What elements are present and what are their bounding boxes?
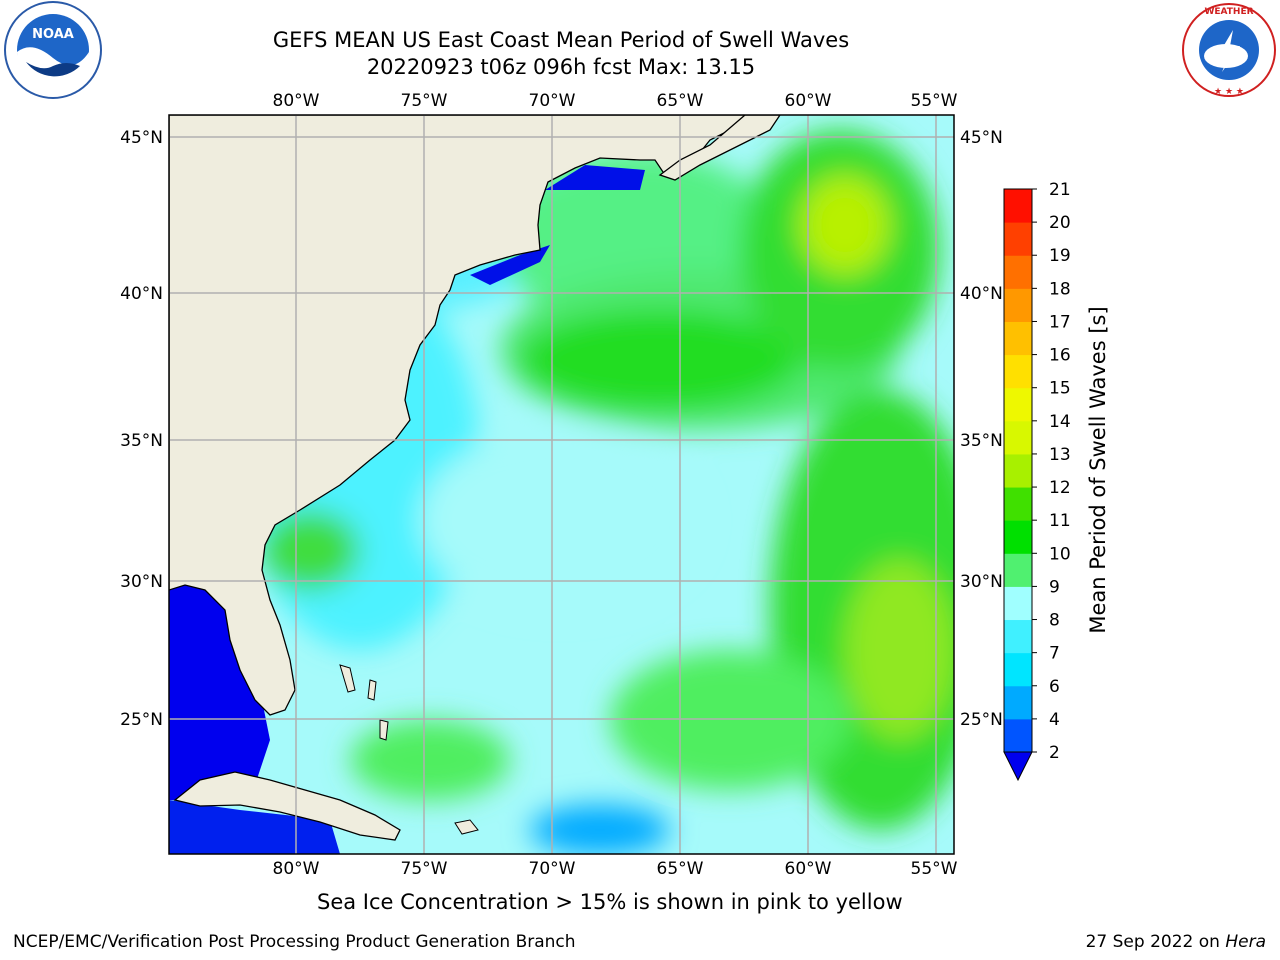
caribbean-low-period (169, 800, 340, 854)
colorbar-tick-label: 4 (1049, 710, 1060, 730)
colorbar-segment (1004, 387, 1032, 422)
colorbar-tick-label: 18 (1049, 279, 1071, 299)
lat-label-left: 30°N (120, 572, 163, 592)
colorbar-segment (1004, 453, 1032, 488)
gulf-of-maine-low-period (545, 165, 645, 190)
colorbar-label: Mean Period of Swell Waves [s] (1086, 306, 1110, 634)
svg-text:WEATHER: WEATHER (1204, 7, 1253, 17)
colorbar-tick-label: 16 (1049, 346, 1071, 366)
colorbar-tick-label: 6 (1049, 677, 1060, 697)
us-land (169, 115, 746, 716)
colorbar-segment (1004, 652, 1032, 687)
map-area (169, 115, 954, 854)
colorbar-tick-label: 14 (1049, 412, 1071, 432)
lon-label-bottom: 80°W (273, 859, 320, 879)
colorbar-extend-arrow (1003, 751, 1033, 782)
lon-label-top: 80°W (273, 91, 320, 111)
chart-title: GEFS MEAN US East Coast Mean Period of S… (272, 28, 850, 52)
lat-label-right: 45°N (960, 128, 1003, 148)
bahamas-land (339, 664, 389, 741)
lon-label-top: 60°W (785, 91, 832, 111)
lat-label-right: 40°N (960, 284, 1003, 304)
colorbar-segment (1004, 619, 1032, 654)
lon-label-top: 55°W (911, 91, 958, 111)
lon-label-bottom: 60°W (785, 859, 832, 879)
colorbar-frame (1003, 188, 1033, 753)
sea-ice-note: Sea Ice Concentration > 15% is shown in … (317, 890, 903, 914)
lon-label-top: 75°W (401, 91, 448, 111)
colorbar-tick-label: 21 (1049, 180, 1071, 200)
colorbar-segment (1004, 222, 1032, 256)
colorbar-tick-label: 7 (1049, 644, 1060, 664)
colorbar-segment (1004, 718, 1032, 753)
colorbar-tick-label: 19 (1049, 246, 1071, 266)
colorbar-tick-label: 10 (1049, 544, 1071, 564)
hispaniola-land (454, 819, 479, 835)
map-frame (168, 114, 955, 855)
lon-label-bottom: 55°W (911, 859, 958, 879)
colorbar-segment (1004, 487, 1032, 521)
lat-label-left: 25°N (120, 710, 163, 730)
footer-date: 27 Sep 2022 on Hera (1086, 932, 1266, 952)
chart-subtitle: 20220923 t06z 096h fcst Max: 13.15 (366, 55, 756, 79)
lat-label-left: 40°N (120, 284, 163, 304)
colorbar-tick-label: 11 (1049, 511, 1071, 531)
canada-land (658, 115, 781, 181)
lat-label-right: 30°N (960, 572, 1003, 592)
colorbar: 2 4 6 7 8 9 10 11 12 13 14 15 16 17 18 19 20 21 (1003, 180, 1071, 782)
lon-label-top: 70°W (529, 91, 576, 111)
colorbar-segment (1004, 586, 1032, 621)
footer-credit: NCEP/EMC/Verification Post Processing Pr… (13, 932, 576, 952)
footer-date-text: 27 Sep 2022 on (1085, 932, 1226, 952)
colorbar-segment (1004, 288, 1032, 322)
colorbar-tick-label: 13 (1049, 445, 1071, 465)
colorbar-segment (1004, 685, 1032, 720)
colorbar-tick-label: 15 (1049, 379, 1071, 399)
lon-label-top: 65°W (657, 91, 704, 111)
lat-label-right: 35°N (960, 431, 1003, 451)
lat-label-left: 35°N (120, 431, 163, 451)
colorbar-segment (1004, 354, 1032, 389)
colorbar-tick-label: 20 (1049, 213, 1071, 233)
footer-host: Hera (1225, 932, 1266, 952)
colorbar-tick-label: 17 (1049, 312, 1071, 332)
colorbar-tick-label: 2 (1049, 743, 1060, 763)
colorbar-segment (1004, 255, 1032, 289)
graticule (169, 115, 954, 854)
noaa-logo: NOAA (4, 1, 102, 99)
colorbar-tick-label: 9 (1049, 577, 1060, 597)
colorbar-segment (1004, 553, 1032, 587)
lat-label-right: 25°N (960, 710, 1003, 730)
nws-logo: WEATHER ★ ★ ★ (1182, 3, 1276, 97)
colorbar-tick-label: 8 (1049, 611, 1060, 631)
lon-label-bottom: 75°W (401, 859, 448, 879)
colorbar-segment (1004, 189, 1032, 223)
svg-text:★ ★ ★: ★ ★ ★ (1214, 87, 1244, 97)
lon-label-bottom: 65°W (657, 859, 704, 879)
cuba-land (173, 771, 401, 841)
lat-label-left: 45°N (120, 128, 163, 148)
long-island-low-period (470, 245, 550, 285)
colorbar-segment (1004, 321, 1032, 356)
swell-period-field (240, 130, 954, 854)
colorbar-tick-label: 12 (1049, 478, 1071, 498)
lon-label-bottom: 70°W (529, 859, 576, 879)
colorbar-segment (1004, 520, 1032, 554)
colorbar-segment (1004, 420, 1032, 455)
svg-text:NOAA: NOAA (32, 27, 74, 42)
